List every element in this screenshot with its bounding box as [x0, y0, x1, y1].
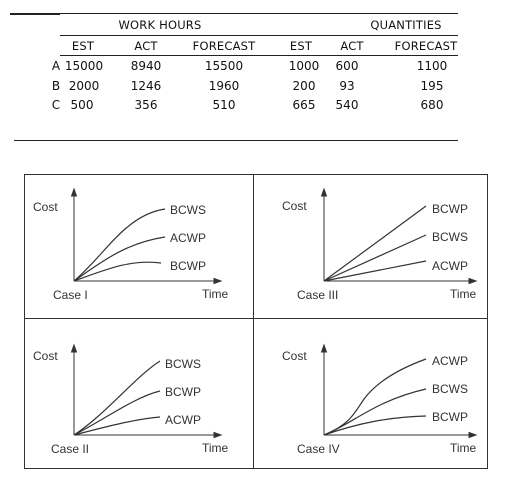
chart-case-3-plot: [320, 187, 478, 285]
axes: [320, 187, 478, 285]
table-cell: 8940: [130, 59, 162, 73]
chart-case-3: Cost BCWP BCWS ACWP Case III Time: [254, 175, 487, 318]
curve-label-acwp: ACWP: [432, 259, 468, 273]
column-header-forecast: FORECAST: [394, 39, 458, 53]
table-cell: 15500: [204, 59, 244, 73]
x-axis-label: Time: [450, 441, 477, 455]
table-cell: 500: [70, 98, 94, 112]
curve-label-bcws: BCWS: [432, 230, 468, 244]
y-axis-label: Cost: [33, 200, 58, 214]
column-header-est: EST: [289, 39, 313, 53]
column-header-rule: [60, 55, 458, 56]
y-axis-label: Cost: [282, 199, 307, 213]
y-axis-label: Cost: [282, 349, 307, 363]
curve-label-acwp: ACWP: [170, 231, 206, 245]
bcwp-curve: [323, 415, 427, 436]
chart-case-4: Cost ACWP BCWS BCWP Case IV Time: [254, 319, 487, 468]
table-cell: 1000: [288, 59, 320, 73]
bcwp-curve: [73, 390, 161, 436]
acwp-curve: [323, 358, 427, 436]
curve-label-bcwp: BCWP: [432, 410, 468, 424]
axes: [70, 187, 223, 285]
case-label: Case IV: [297, 442, 340, 456]
chart-case-1: Cost BCWS ACWP BCWP Case I Time: [25, 175, 253, 318]
bcws-curve: [73, 208, 166, 282]
row-label: B: [51, 79, 61, 93]
table-top-rule: [10, 13, 60, 15]
group-header-rule: [60, 35, 458, 36]
table-cell: 680: [420, 98, 444, 112]
column-header-est: EST: [71, 39, 95, 53]
work-hours-header: WORK HOURS: [118, 18, 202, 32]
table-cell: 600: [335, 59, 359, 73]
table-cell: 1246: [130, 79, 162, 93]
curve-label-bcwp: BCWP: [432, 202, 468, 216]
earned-value-chart-grid: Cost BCWS ACWP BCWP Case I Time Cost BCW…: [24, 174, 488, 469]
table-cell: 2000: [68, 79, 100, 93]
curve-label-acwp: ACWP: [165, 413, 201, 427]
y-axis-label: Cost: [33, 349, 58, 363]
bcws-line: [323, 234, 427, 282]
column-header-act: ACT: [134, 39, 158, 53]
x-axis-label: Time: [202, 441, 229, 455]
case-label: Case II: [51, 442, 90, 456]
row-label: C: [51, 98, 61, 112]
table-cell: 15000: [64, 59, 104, 73]
x-axis-label: Time: [450, 287, 477, 301]
bcwp-curve: [73, 261, 162, 282]
table-cell: 1960: [208, 79, 240, 93]
curve-label-bcws: BCWS: [170, 203, 206, 217]
curve-label-bcws: BCWS: [165, 357, 201, 371]
table-cell: 540: [335, 98, 359, 112]
curve-label-bcws: BCWS: [432, 382, 468, 396]
column-header-act: ACT: [340, 39, 364, 53]
table-cell: 665: [292, 98, 316, 112]
case-label: Case III: [297, 288, 339, 302]
table-cell: 1100: [416, 59, 448, 73]
acwp-curve: [73, 236, 166, 282]
x-axis-label: Time: [202, 287, 229, 301]
table-bottom-rule: [14, 140, 458, 141]
column-header-forecast: FORECAST: [192, 39, 256, 53]
table-cell: 200: [292, 79, 316, 93]
acwp-curve: [73, 416, 161, 436]
curve-label-bcwp: BCWP: [170, 259, 206, 273]
row-label: A: [51, 59, 61, 73]
bcws-curve: [73, 360, 161, 436]
curve-label-acwp: ACWP: [432, 354, 468, 368]
axes: [320, 343, 478, 439]
chart-case-2-plot: [70, 343, 223, 439]
table-cell: 195: [420, 79, 444, 93]
bcwp-line: [323, 205, 427, 282]
table-cell: 510: [212, 98, 236, 112]
table-top-rule-right: [60, 13, 458, 14]
horizontal-divider: [25, 318, 487, 319]
chart-case-1-plot: [70, 187, 223, 285]
curve-label-bcwp: BCWP: [165, 385, 201, 399]
table-cell: 356: [134, 98, 158, 112]
chart-case-4-plot: [320, 343, 478, 439]
quantities-header: QUANTITIES: [370, 18, 442, 32]
vertical-divider: [253, 175, 254, 468]
chart-case-2: Cost BCWS BCWP ACWP Case II Time: [25, 319, 253, 468]
axes: [70, 343, 223, 439]
acwp-line: [323, 260, 427, 282]
case-label: Case I: [53, 288, 88, 302]
table-cell: 93: [339, 79, 355, 93]
bcws-curve: [323, 388, 427, 436]
